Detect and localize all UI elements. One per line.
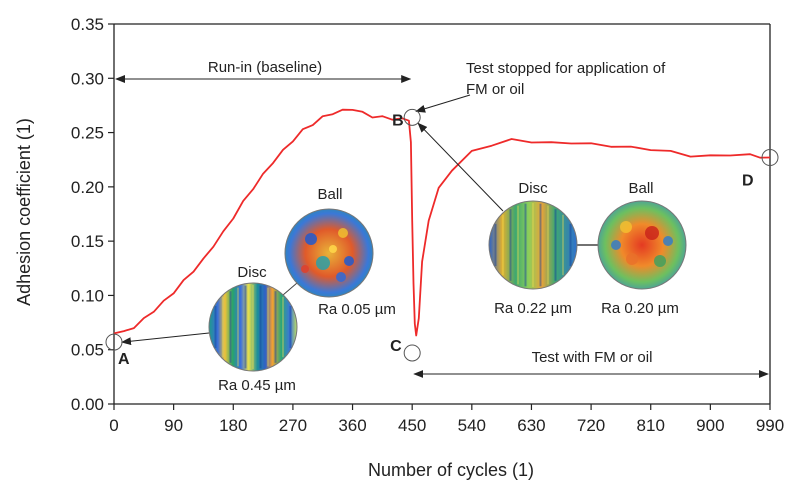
y-tick-label: 0.35 bbox=[71, 15, 104, 34]
ball1-title: Ball bbox=[317, 186, 342, 203]
x-tick-label: 90 bbox=[164, 416, 183, 435]
inset-connector bbox=[282, 282, 298, 296]
ball-spot bbox=[645, 226, 659, 240]
x-tick-label: 0 bbox=[109, 416, 118, 435]
point-label: D bbox=[742, 173, 754, 190]
point-label: C bbox=[390, 338, 402, 355]
point-marker bbox=[105, 333, 123, 351]
ball-spot bbox=[344, 256, 354, 266]
points: A B C D bbox=[105, 108, 779, 368]
axes bbox=[113, 23, 771, 405]
ticks: 0 90 180 270 360 450 540 630 720 810 900 990 0.00 0.0… bbox=[71, 15, 784, 435]
stopped-arrow bbox=[415, 94, 471, 113]
y-tick-label: 0.15 bbox=[71, 232, 104, 251]
x-tick-label: 900 bbox=[696, 416, 724, 435]
y-tick-label: 0.30 bbox=[71, 69, 104, 88]
ball-spot bbox=[316, 256, 330, 270]
x-tick-label: 450 bbox=[398, 416, 426, 435]
ball-spot bbox=[301, 265, 309, 273]
series-layer bbox=[113, 108, 771, 337]
ball-spot bbox=[620, 221, 632, 233]
ball-spot bbox=[336, 272, 346, 282]
annotations: Run-in (baseline) Test with FM or oil Test… bbox=[115, 59, 769, 378]
series-line bbox=[113, 108, 771, 337]
x-tick-label: 540 bbox=[458, 416, 486, 435]
ball-spot bbox=[338, 228, 348, 238]
ball-spot bbox=[329, 245, 337, 253]
disc2-title: Disc bbox=[518, 180, 548, 197]
stopped-label-line1: Test stopped for application of bbox=[466, 60, 666, 77]
ball-spot bbox=[654, 255, 666, 267]
point-marker bbox=[403, 344, 421, 362]
ball2-title: Ball bbox=[628, 180, 653, 197]
x-tick-label: 270 bbox=[279, 416, 307, 435]
disc1-title: Disc bbox=[237, 264, 267, 281]
y-tick-label: 0.25 bbox=[71, 124, 104, 143]
stopped-label-line2: FM or oil bbox=[466, 81, 524, 98]
x-tick-label: 810 bbox=[637, 416, 665, 435]
disc1-micrograph bbox=[208, 282, 298, 372]
test-with-label: Test with FM or oil bbox=[532, 349, 653, 366]
point-marker bbox=[761, 149, 779, 167]
ball2-micrograph bbox=[597, 200, 687, 290]
disc1-arrow bbox=[121, 332, 210, 346]
x-tick-label: 720 bbox=[577, 416, 605, 435]
y-tick-label: 0.05 bbox=[71, 341, 104, 360]
y-tick-label: 0.20 bbox=[71, 178, 104, 197]
x-axis-label: Number of cycles (1) bbox=[368, 460, 534, 480]
ball2-ra: Ra 0.20 µm bbox=[601, 300, 679, 317]
x-tick-label: 180 bbox=[219, 416, 247, 435]
ball-spot bbox=[663, 236, 673, 246]
point-marker bbox=[403, 108, 421, 126]
point-label: B bbox=[392, 112, 404, 129]
y-tick-label: 0.10 bbox=[71, 286, 104, 305]
x-tick-label: 630 bbox=[517, 416, 545, 435]
disc2-arrow bbox=[417, 122, 504, 212]
point-label: A bbox=[118, 351, 130, 368]
disc2-micrograph bbox=[488, 200, 578, 290]
y-tick-label: 0.00 bbox=[71, 395, 104, 414]
ball-spot bbox=[626, 253, 638, 265]
insets: Disc Ball Ra 0.45 µm Ra 0.05 µm Disc Ball Ra 0… bbox=[208, 180, 687, 394]
y-axis-label: Adhesion coefficient (1) bbox=[14, 118, 34, 306]
ball-spot bbox=[611, 240, 621, 250]
x-tick-label: 360 bbox=[338, 416, 366, 435]
x-tick-label: 990 bbox=[756, 416, 784, 435]
disc1-ra: Ra 0.45 µm bbox=[218, 377, 296, 394]
ball-spot bbox=[305, 233, 317, 245]
ball1-ra: Ra 0.05 µm bbox=[318, 301, 396, 318]
disc2-ra: Ra 0.22 µm bbox=[494, 300, 572, 317]
ball1-micrograph bbox=[284, 208, 374, 298]
runin-label: Run-in (baseline) bbox=[208, 59, 322, 76]
